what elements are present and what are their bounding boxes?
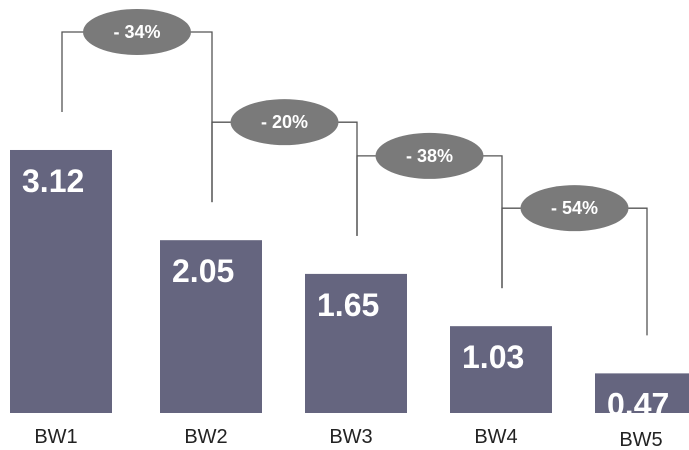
bar-bw1 <box>10 149 112 413</box>
category-label-bw1: BW1 <box>34 426 77 448</box>
category-label-bw3: BW3 <box>329 426 372 448</box>
category-label-bw2: BW2 <box>184 426 227 448</box>
bar-bw4 <box>450 326 552 413</box>
bar-value-bw2: 2.05 <box>172 253 234 289</box>
bar-bw3 <box>305 273 407 413</box>
bar-bw2 <box>160 240 262 413</box>
change-badge-2 <box>230 99 339 146</box>
change-label-1: - 34% <box>113 22 160 42</box>
category-labels: BW1 BW2 BW3 BW4 BW5 <box>34 426 662 450</box>
change-label-2: - 20% <box>261 112 308 132</box>
change-badge-3 <box>375 132 484 179</box>
change-badge-1 <box>83 8 191 55</box>
category-label-bw4: BW4 <box>474 426 517 448</box>
change-label-4: - 54% <box>551 198 598 218</box>
bar-value-bw3: 1.65 <box>317 287 379 323</box>
category-label-bw5: BW5 <box>619 429 662 450</box>
bars <box>10 149 689 413</box>
bar-value-bw1: 3.12 <box>22 163 84 199</box>
bar-bw5 <box>595 373 689 413</box>
bar-value-bw4: 1.03 <box>462 339 524 375</box>
bar-value-bw5: 0.47 <box>607 386 669 422</box>
change-badge-4 <box>520 185 629 232</box>
change-badges: - 34% - 20% - 38% - 54% <box>83 8 629 232</box>
change-label-3: - 38% <box>406 146 453 166</box>
bar-value-labels: 3.12 2.05 1.65 1.03 0.47 <box>22 163 669 422</box>
